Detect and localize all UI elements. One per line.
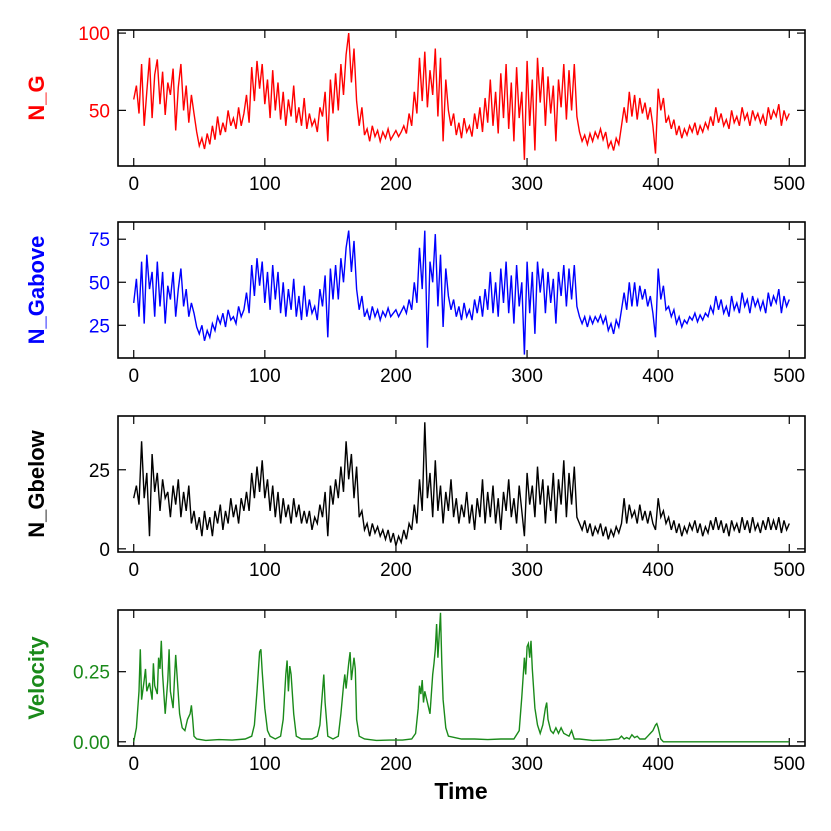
panel-ng-ylabel: N_G (24, 75, 49, 120)
panel-nga-xtick-label: 200 (380, 366, 412, 387)
panel-ng-xtick-label: 400 (642, 174, 674, 195)
panel-ng-ytick-label: 100 (78, 24, 110, 45)
panel-vel-xticks: 0 100 200 300 400 500 (128, 610, 805, 775)
panel-ng-yticks: 50 100 (78, 24, 805, 122)
panel-ngb-ylabel: N_Gbelow (24, 429, 49, 537)
panel-ng-series-line (133, 33, 790, 160)
panel-nga-series-line (133, 230, 790, 355)
panel-nga-xtick-label: 400 (642, 366, 674, 387)
panel-nga-xtick-label: 500 (773, 366, 805, 387)
panel-ng-xtick-label: 300 (511, 174, 543, 195)
panel-ngb-xtick-label: 100 (249, 560, 281, 581)
panel-ng-xtick-label: 500 (773, 174, 805, 195)
panel-ng-xtick-label: 100 (249, 174, 281, 195)
panel-ngb-xticks: 0 100 200 300 400 500 (128, 416, 805, 581)
panel-vel: 0.00 0.25 0 100 200 300 400 500 Velocity (24, 609, 806, 775)
panel-vel-frame (117, 609, 806, 747)
panel-ngb-ytick-label: 25 (89, 461, 110, 482)
panel-nga-ytick-label: 75 (89, 230, 110, 251)
panel-ngb-xtick-label: 400 (642, 560, 674, 581)
panel-nga-xtick-label: 0 (128, 366, 139, 387)
panel-ngb-xtick-label: 500 (773, 560, 805, 581)
panel-vel-series-line (133, 612, 790, 743)
panel-nga-ytick-label: 50 (89, 273, 110, 294)
panel-ng-xtick-label: 200 (380, 174, 412, 195)
panel-vel-xtick-label: 500 (773, 754, 805, 775)
panel-ngb-xtick-label: 300 (511, 560, 543, 581)
x-axis-label: Time (434, 778, 487, 804)
panel-nga-xticks: 0 100 200 300 400 500 (128, 222, 805, 387)
panel-nga-xtick-label: 100 (249, 366, 281, 387)
panel-ngb-series-line (133, 422, 790, 546)
panel-vel-xtick-label: 0 (128, 754, 139, 775)
panel-ng-frame (117, 29, 806, 167)
panel-vel-yticks: 0.00 0.25 (73, 663, 805, 754)
panel-vel-ytick-label: 0.00 (73, 733, 110, 754)
panel-ng: 50 100 0 100 200 300 400 500 N_G (24, 24, 806, 195)
panel-vel-xtick-label: 200 (380, 754, 412, 775)
panel-ng-xtick-label: 0 (128, 174, 139, 195)
panel-vel-ytick-label: 0.25 (73, 663, 110, 684)
panel-ng-ytick-label: 50 (89, 101, 110, 122)
panel-vel-xtick-label: 400 (642, 754, 674, 775)
panel-vel-xtick-label: 300 (511, 754, 543, 775)
panel-nga-ytick-label: 25 (89, 316, 110, 337)
panel-nga-xtick-label: 300 (511, 366, 543, 387)
panel-ngb-ytick-label: 0 (99, 540, 110, 561)
panel-ngb-xtick-label: 200 (380, 560, 412, 581)
panel-nga-yticks: 25 50 75 (89, 230, 805, 337)
panel-vel-xtick-label: 100 (249, 754, 281, 775)
panel-ngb-xtick-label: 0 (128, 560, 139, 581)
panel-ngb-yticks: 0 25 (89, 461, 805, 561)
panel-nga: 25 50 75 0 100 200 300 400 500 N_Gabove (24, 221, 806, 387)
panel-ngb: 0 25 0 100 200 300 400 500 N_Gbelow (24, 415, 806, 581)
panel-nga-frame (117, 221, 806, 359)
panel-nga-ylabel: N_Gabove (24, 236, 49, 345)
panel-ng-xticks: 0 100 200 300 400 500 (128, 30, 805, 195)
panel-vel-ylabel: Velocity (24, 636, 49, 720)
panel-ngb-frame (117, 415, 806, 553)
